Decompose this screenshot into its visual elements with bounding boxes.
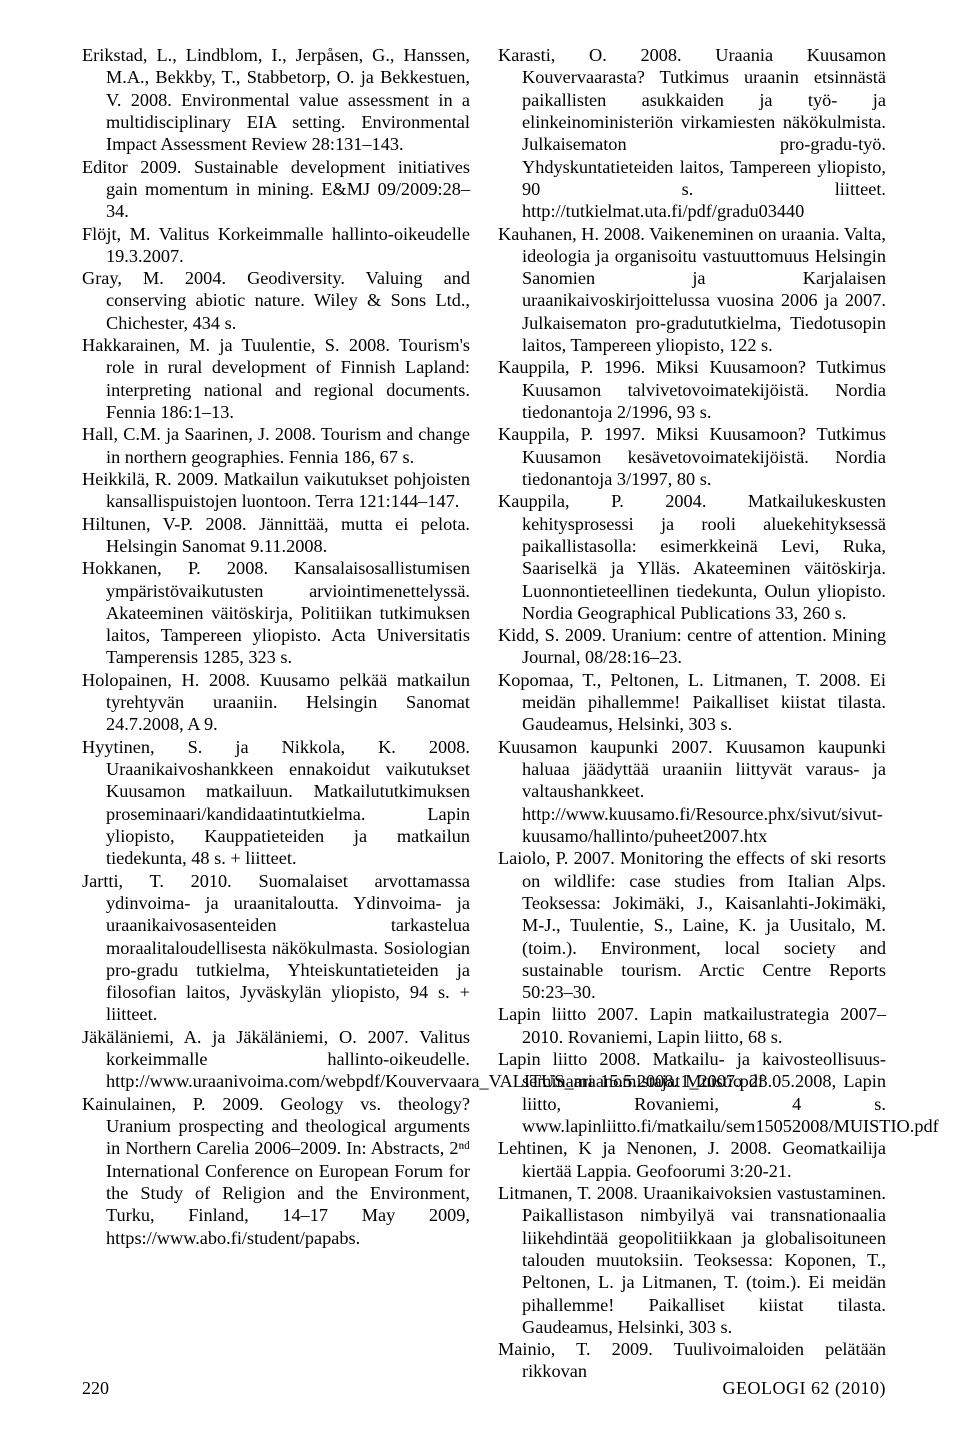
reference-entry: Jartti, T. 2010. Suomalaiset arvottamass…: [82, 870, 470, 1026]
reference-entry: Gray, M. 2004. Geodiversity. Valuing and…: [82, 267, 470, 334]
reference-entry: Hiltunen, V-P. 2008. Jännittää, mutta ei…: [82, 513, 470, 558]
reference-entry: Lapin liitto 2008. Matkailu- ja kaivoste…: [498, 1048, 886, 1137]
reference-entry: Karasti, O. 2008. Uraania Kuusamon Kouve…: [498, 44, 886, 223]
reference-entry: Lehtinen, K ja Nenonen, J. 2008. Geomatk…: [498, 1137, 886, 1182]
reference-entry: Flöjt, M. Valitus Korkeimmalle hallinto-…: [82, 223, 470, 268]
reference-entry: Mainio, T. 2009. Tuulivoimaloiden pelätä…: [498, 1338, 886, 1383]
reference-entry: Kuusamon kaupunki 2007. Kuusamon kaupunk…: [498, 736, 886, 848]
journal-citation: GEOLOGI 62 (2010): [723, 1378, 886, 1399]
reference-entry: Kopomaa, T., Peltonen, L. Litmanen, T. 2…: [498, 669, 886, 736]
reference-entry: Laiolo, P. 2007. Monitoring the effects …: [498, 847, 886, 1003]
reference-entry: Erikstad, L., Lindblom, I., Jerpåsen, G.…: [82, 44, 470, 156]
reference-list: Erikstad, L., Lindblom, I., Jerpåsen, G.…: [82, 44, 886, 1383]
page: Erikstad, L., Lindblom, I., Jerpåsen, G.…: [0, 0, 960, 1433]
reference-entry: Kauppila, P. 1997. Miksi Kuusamoon? Tutk…: [498, 423, 886, 490]
reference-entry: Jäkäläniemi, A. ja Jäkäläniemi, O. 2007.…: [82, 1026, 470, 1093]
page-footer: 220 GEOLOGI 62 (2010): [82, 1378, 886, 1399]
reference-entry: Heikkilä, R. 2009. Matkailun vaikutukset…: [82, 468, 470, 513]
reference-entry: Holopainen, H. 2008. Kuusamo pelkää matk…: [82, 669, 470, 736]
reference-entry: Lapin liitto 2007. Lapin matkailustrateg…: [498, 1003, 886, 1048]
page-number: 220: [82, 1378, 109, 1399]
reference-entry: Hakkarainen, M. ja Tuulentie, S. 2008. T…: [82, 334, 470, 423]
reference-entry: Hyytinen, S. ja Nikkola, K. 2008. Uraani…: [82, 736, 470, 870]
reference-entry: Kauhanen, H. 2008. Vaikeneminen on uraan…: [498, 223, 886, 357]
reference-entry: Editor 2009. Sustainable development ini…: [82, 156, 470, 223]
reference-entry: Hall, C.M. ja Saarinen, J. 2008. Tourism…: [82, 423, 470, 468]
reference-entry: Hokkanen, P. 2008. Kansalaisosallistumis…: [82, 557, 470, 669]
reference-entry: Kainulainen, P. 2009. Geology vs. theolo…: [82, 1093, 470, 1249]
reference-entry: Kidd, S. 2009. Uranium: centre of attent…: [498, 624, 886, 669]
reference-entry: Litmanen, T. 2008. Uraanikaivoksien vast…: [498, 1182, 886, 1338]
reference-entry: Kauppila, P. 1996. Miksi Kuusamoon? Tutk…: [498, 356, 886, 423]
reference-entry: Kauppila, P. 2004. Matkailukeskusten keh…: [498, 490, 886, 624]
